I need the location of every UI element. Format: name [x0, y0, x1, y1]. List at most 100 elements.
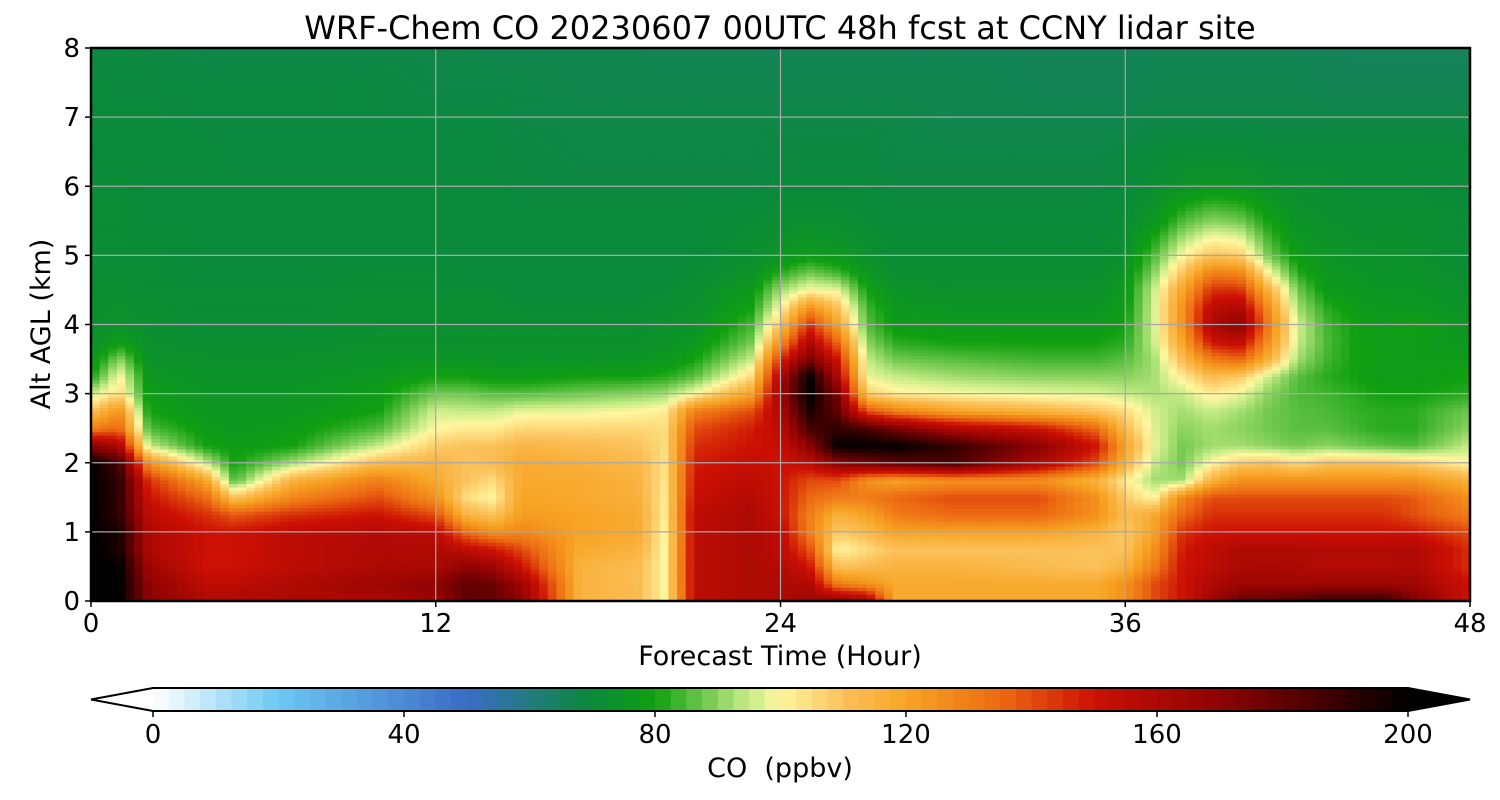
- heatmap-cell: [987, 573, 996, 577]
- heatmap-cell: [582, 577, 591, 581]
- heatmap-cell: [281, 577, 290, 581]
- heatmap-cell: [660, 594, 669, 598]
- heatmap-cell: [677, 556, 686, 560]
- heatmap-cell: [1022, 539, 1031, 543]
- heatmap-cell: [496, 549, 505, 553]
- heatmap-cell: [384, 549, 393, 553]
- heatmap-cell: [763, 566, 772, 570]
- heatmap-cell: [677, 591, 686, 595]
- heatmap-cell: [1134, 594, 1143, 598]
- heatmap-cell: [574, 546, 583, 550]
- heatmap-cell: [1177, 577, 1186, 581]
- heatmap-cell: [1160, 518, 1169, 522]
- heatmap-cell: [281, 594, 290, 598]
- heatmap-cell: [238, 539, 247, 543]
- heatmap-cell: [901, 563, 910, 567]
- heatmap-cell: [1065, 573, 1074, 577]
- heatmap-cell: [582, 573, 591, 577]
- heatmap-cell: [651, 566, 660, 570]
- heatmap-cell: [143, 539, 152, 543]
- heatmap-cell: [315, 518, 324, 522]
- heatmap-cell: [134, 573, 143, 577]
- heatmap-cell: [789, 539, 798, 543]
- heatmap-cell: [289, 563, 298, 567]
- heatmap-cell: [401, 584, 410, 588]
- heatmap-cell: [1074, 577, 1083, 581]
- heatmap-cell: [505, 522, 514, 526]
- heatmap-cell: [410, 532, 419, 536]
- heatmap-cell: [453, 532, 462, 536]
- heatmap-cell: [755, 566, 764, 570]
- heatmap-cell: [1039, 573, 1048, 577]
- heatmap-cell: [1160, 566, 1169, 570]
- heatmap-cell: [505, 532, 514, 536]
- heatmap-cell: [643, 546, 652, 550]
- heatmap-cell: [1220, 584, 1229, 588]
- heatmap-cell: [341, 546, 350, 550]
- heatmap-cell: [1332, 591, 1341, 595]
- heatmap-cell: [539, 539, 548, 543]
- heatmap-cell: [591, 556, 600, 560]
- heatmap-cell: [884, 566, 893, 570]
- heatmap-cell: [1039, 556, 1048, 560]
- heatmap-cell: [746, 584, 755, 588]
- heatmap-cell: [194, 591, 203, 595]
- heatmap-cell: [1117, 518, 1126, 522]
- heatmap-cell: [462, 577, 471, 581]
- heatmap-cell: [617, 591, 626, 595]
- heatmap-cell: [384, 532, 393, 536]
- heatmap-cell: [944, 563, 953, 567]
- heatmap-cell: [1065, 549, 1074, 553]
- heatmap-cell: [841, 546, 850, 550]
- heatmap-cell: [720, 566, 729, 570]
- heatmap-cell: [1091, 546, 1100, 550]
- heatmap-cell: [306, 584, 315, 588]
- heatmap-cell: [151, 539, 160, 543]
- heatmap-cell: [1401, 522, 1410, 526]
- heatmap-cell: [1177, 573, 1186, 577]
- heatmap-cell: [143, 584, 152, 588]
- heatmap-cell: [987, 546, 996, 550]
- heatmap-cell: [410, 556, 419, 560]
- heatmap-cell: [238, 563, 247, 567]
- heatmap-cell: [591, 563, 600, 567]
- heatmap-cell: [1436, 556, 1445, 560]
- heatmap-cell: [332, 573, 341, 577]
- heatmap-cell: [324, 539, 333, 543]
- heatmap-cell: [306, 556, 315, 560]
- heatmap-cell: [462, 594, 471, 598]
- heatmap-cell: [1392, 522, 1401, 526]
- heatmap-cell: [246, 563, 255, 567]
- heatmap-cell: [539, 584, 548, 588]
- heatmap-cell: [367, 594, 376, 598]
- heatmap-cell: [1306, 566, 1315, 570]
- heatmap-cell: [1418, 539, 1427, 543]
- heatmap-cell: [203, 594, 212, 598]
- heatmap-cell: [444, 539, 453, 543]
- heatmap-cell: [203, 532, 212, 536]
- heatmap-cell: [608, 591, 617, 595]
- heatmap-cell: [875, 566, 884, 570]
- heatmap-cell: [177, 522, 186, 526]
- heatmap-cell: [1005, 549, 1014, 553]
- heatmap-cell: [419, 522, 428, 526]
- heatmap-cell: [1315, 566, 1324, 570]
- heatmap-cell: [367, 591, 376, 595]
- heatmap-cell: [961, 566, 970, 570]
- heatmap-cell: [996, 539, 1005, 543]
- heatmap-cell: [703, 518, 712, 522]
- heatmap-cell: [1030, 584, 1039, 588]
- heatmap-cell: [1367, 549, 1376, 553]
- heatmap-cell: [419, 563, 428, 567]
- heatmap-cell: [591, 546, 600, 550]
- heatmap-cell: [453, 584, 462, 588]
- heatmap-cell: [1315, 577, 1324, 581]
- heatmap-cell: [643, 522, 652, 526]
- heatmap-cell: [1048, 522, 1057, 526]
- heatmap-cell: [832, 584, 841, 588]
- heatmap-cell: [143, 563, 152, 567]
- heatmap-cell: [1022, 546, 1031, 550]
- heatmap-cell: [306, 573, 315, 577]
- heatmap-cell: [1125, 563, 1134, 567]
- heatmap-cell: [1280, 577, 1289, 581]
